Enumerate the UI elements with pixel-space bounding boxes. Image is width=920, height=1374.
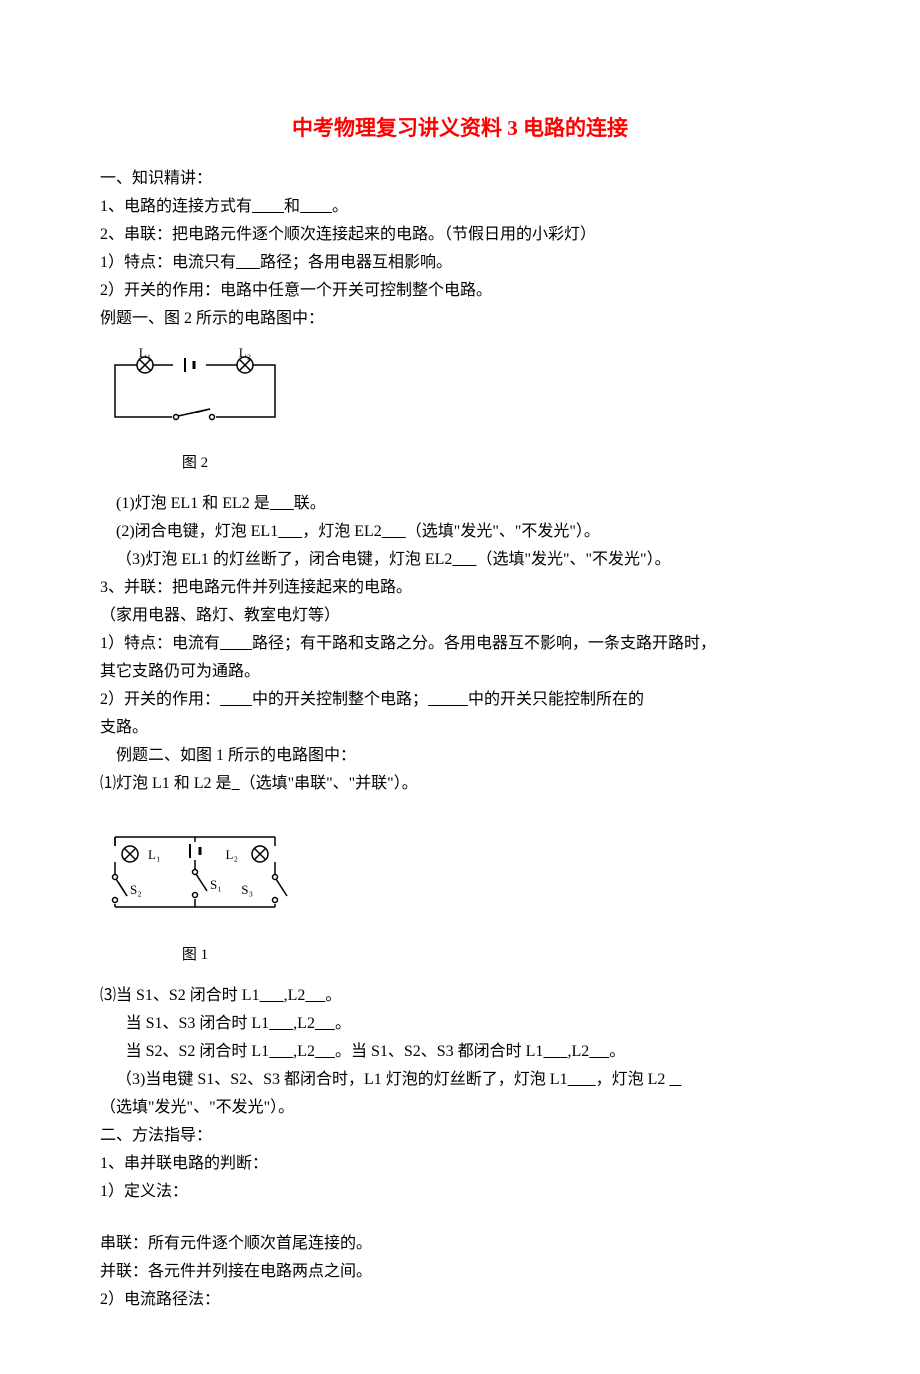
blank [220, 635, 252, 652]
fig1-S3-label: S₃ [241, 882, 253, 897]
blank [543, 1043, 567, 1060]
fig1-L1-label: L₁ [148, 847, 160, 862]
blank [315, 1015, 335, 1032]
ex1-q1: (1)灯泡 EL1 和 EL2 是 联。 [100, 490, 820, 518]
text: ,L2 [293, 1015, 315, 1032]
text: ⑴灯泡 L1 和 L2 是 [100, 775, 232, 792]
text: （选填"发光"、"不发光"）。 [406, 523, 600, 540]
item-3-note: （家用电器、路灯、教室电灯等） [100, 602, 820, 630]
figure-1-caption: 图 1 [100, 942, 290, 968]
blank [428, 691, 468, 708]
item-3-sub2b: 支路。 [100, 714, 820, 742]
blank [568, 1071, 596, 1088]
blank [589, 1043, 609, 1060]
item-2-sub2: 2）开关的作用：电路中任意一个开关可控制整个电路。 [100, 277, 820, 305]
text: 和 [284, 198, 300, 215]
blank [260, 987, 284, 1004]
figure-1: L₁ L₂ S₂ S₁ S₃ 图 1 [100, 822, 820, 968]
ex1-q3: （3)灯泡 EL1 的灯丝断了，闭合电键，灯泡 EL2 （选填"发光"、"不发光… [100, 546, 820, 574]
item-3-sub1b: 其它支路仍可为通路。 [100, 658, 820, 686]
ex2-q1: ⑴灯泡 L1 和 L2 是 （选填"串联"、"并联"）。 [100, 770, 820, 798]
item-1: 1、电路的连接方式有 和 。 [100, 193, 820, 221]
ex1-q2: (2)闭合电键，灯泡 EL1 ，灯泡 EL2 （选填"发光"、"不发光"）。 [100, 518, 820, 546]
text: 当 S1、S3 闭合时 L1 [126, 1015, 270, 1032]
item-3: 3、并联：把电路元件并列连接起来的电路。 [100, 574, 820, 602]
text: 。 [335, 1015, 351, 1032]
fig1-L2-label: L₂ [226, 847, 238, 862]
blank [300, 198, 332, 215]
text: 中的开关控制整个电路； [252, 691, 428, 708]
figure-2: L₁ L₂ 图 2 [100, 345, 820, 476]
text: 。当 S1、S2、S3 都闭合时 L1 [335, 1043, 543, 1060]
ex2-q5: 当 S2、S2 闭合时 L1 ,L2 。当 S1、S2、S3 都闭合时 L1 ,… [100, 1038, 820, 1066]
blank [315, 1043, 335, 1060]
text: 当 S2、S2 闭合时 L1 [126, 1043, 270, 1060]
item-3-sub1: 1）特点：电流有 路径；有干路和支路之分。各用电器互不影响，一条支路开路时， [100, 630, 820, 658]
ex2-q6: （3)当电键 S1、S2、S3 都闭合时，L1 灯泡的灯丝断了，灯泡 L1 ，灯… [100, 1066, 820, 1094]
method-1-2: 2）电流路径法： [100, 1286, 820, 1314]
text: （选填"串联"、"并联"）。 [240, 775, 418, 792]
blank [669, 1071, 681, 1088]
text: 1、电路的连接方式有 [100, 198, 252, 215]
text: （3)灯泡 EL1 的灯丝断了，闭合电键，灯泡 EL2 [116, 551, 452, 568]
text: (1)灯泡 EL1 和 EL2 是 [116, 495, 270, 512]
blank [252, 198, 284, 215]
text: 。 [325, 987, 341, 1004]
method-series: 串联：所有元件逐个顺次首尾连接的。 [100, 1230, 820, 1258]
ex2-q4: 当 S1、S3 闭合时 L1 ,L2 。 [100, 1010, 820, 1038]
text: 1）特点：电流只有 [100, 254, 236, 271]
blank [278, 523, 302, 540]
blank [269, 1015, 293, 1032]
fig1-S2-label: S₂ [130, 882, 142, 897]
fig1-S1-label: S₁ [210, 877, 222, 892]
ex2-q3: ⑶当 S1、S2 闭合时 L1 ,L2 。 [100, 982, 820, 1010]
text: ⑶当 S1、S2 闭合时 L1 [100, 987, 260, 1004]
text: （选填"发光"、"不发光"）。 [476, 551, 670, 568]
item-3-sub2: 2）开关的作用： 中的开关控制整个电路； 中的开关只能控制所在的 [100, 686, 820, 714]
item-2-sub1: 1）特点：电流只有 路径；各用电器互相影响。 [100, 249, 820, 277]
text: ,L2 [567, 1043, 589, 1060]
blank [270, 495, 294, 512]
blank [220, 691, 252, 708]
blank [236, 254, 260, 271]
page-title: 中考物理复习讲义资料 3 电路的连接 [100, 110, 820, 147]
section-2-heading: 二、方法指导： [100, 1122, 820, 1150]
text: 。 [332, 198, 348, 215]
section-1-heading: 一、知识精讲： [100, 165, 820, 193]
blank [305, 987, 325, 1004]
method-1: 1、串并联电路的判断： [100, 1150, 820, 1178]
text: ，灯泡 L2 [596, 1071, 670, 1088]
blank [269, 1043, 293, 1060]
example-1-intro: 例题一、图 2 所示的电路图中： [100, 305, 820, 333]
text: （3)当电键 S1、S2、S3 都闭合时，L1 灯泡的灯丝断了，灯泡 L1 [116, 1071, 568, 1088]
text: (2)闭合电键，灯泡 EL1 [116, 523, 278, 540]
item-2: 2、串联：把电路元件逐个顺次连接起来的电路。（节假日用的小彩灯） [100, 221, 820, 249]
method-1-1: 1）定义法： [100, 1178, 820, 1206]
ex2-q6b: （选填"发光"、"不发光"）。 [100, 1094, 820, 1122]
text: 路径；有干路和支路之分。各用电器互不影响，一条支路开路时， [252, 635, 716, 652]
figure-2-caption: 图 2 [100, 450, 290, 476]
blank [452, 551, 476, 568]
text: ,L2 [284, 987, 306, 1004]
blank [232, 775, 240, 792]
text: 1）特点：电流有 [100, 635, 220, 652]
text: 。 [609, 1043, 625, 1060]
text: ，灯泡 EL2 [302, 523, 382, 540]
text: ,L2 [293, 1043, 315, 1060]
text: 2）开关的作用： [100, 691, 220, 708]
text: 中的开关只能控制所在的 [468, 691, 644, 708]
method-parallel: 并联：各元件并列接在电路两点之间。 [100, 1258, 820, 1286]
fig2-L1-label: L₁ [139, 345, 151, 360]
text: 路径；各用电器互相影响。 [260, 254, 452, 271]
example-2-intro: 例题二、如图 1 所示的电路图中： [100, 742, 820, 770]
blank [382, 523, 406, 540]
text: 联。 [294, 495, 326, 512]
fig2-L2-label: L₂ [239, 345, 251, 360]
